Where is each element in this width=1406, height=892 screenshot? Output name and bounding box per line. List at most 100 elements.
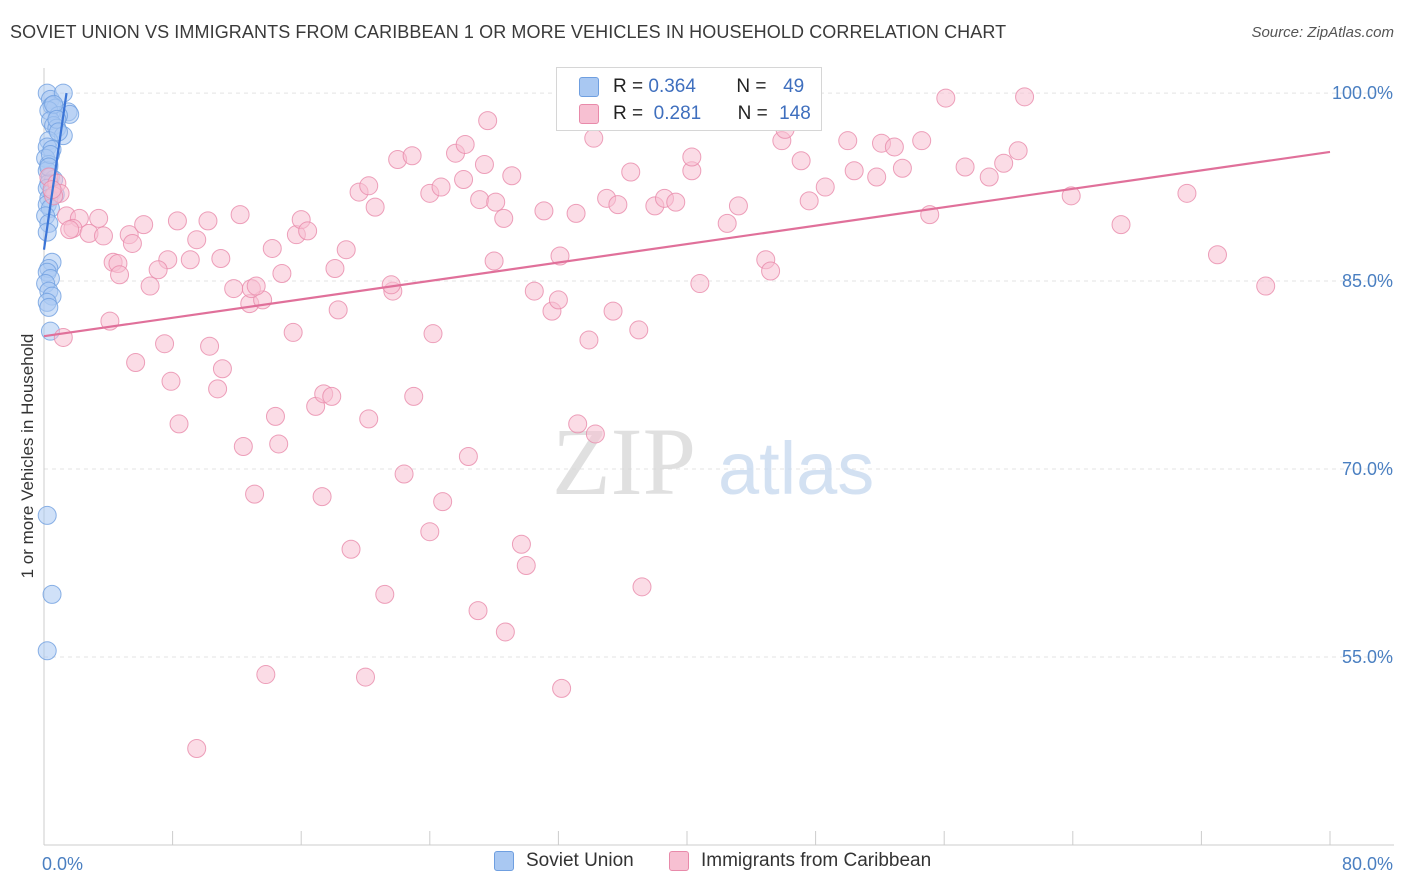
point-immigrants-from-caribbean (552, 678, 572, 698)
legend-swatch-immigrants-from-caribbean (669, 851, 689, 871)
point-immigrants-from-caribbean (799, 191, 819, 211)
point-immigrants-from-caribbean (187, 230, 207, 250)
point-immigrants-from-caribbean (110, 265, 130, 285)
point-immigrants-from-caribbean (568, 414, 588, 434)
x-tick-label: 80.0% (1342, 854, 1393, 874)
point-immigrants-from-caribbean (423, 324, 443, 344)
stats-n-value: 148 (779, 103, 811, 124)
point-immigrants-from-caribbean (608, 195, 628, 215)
point-immigrants-from-caribbean (325, 259, 345, 279)
point-immigrants-from-caribbean (394, 464, 414, 484)
point-immigrants-from-caribbean (632, 577, 652, 597)
point-immigrants-from-caribbean (892, 158, 912, 178)
point-immigrants-from-caribbean (761, 261, 781, 281)
stats-n-label: N = (737, 103, 768, 124)
x-tick-labels: 0.0% 80.0% (42, 854, 1393, 874)
point-immigrants-from-caribbean (666, 192, 686, 212)
point-immigrants-from-caribbean (548, 290, 568, 310)
stats-swatch-caribbean (579, 104, 599, 124)
point-soviet-union (39, 297, 59, 317)
point-immigrants-from-caribbean (262, 238, 282, 258)
point-immigrants-from-caribbean (454, 170, 474, 190)
point-immigrants-from-caribbean (402, 146, 422, 166)
point-immigrants-from-caribbean (298, 221, 318, 241)
point-soviet-union (48, 122, 68, 142)
point-immigrants-from-caribbean (365, 197, 385, 217)
point-immigrants-from-caribbean (93, 226, 113, 246)
point-immigrants-from-caribbean (140, 276, 160, 296)
point-immigrants-from-caribbean (603, 301, 623, 321)
legend-label: Soviet Union (526, 850, 634, 871)
point-immigrants-from-caribbean (148, 260, 168, 280)
stats-n-label: N = (736, 76, 767, 97)
stats-r-value: 0.281 (653, 103, 702, 124)
point-immigrants-from-caribbean (579, 330, 599, 350)
point-immigrants-from-caribbean (180, 250, 200, 270)
point-immigrants-from-caribbean (1015, 87, 1035, 107)
point-immigrants-from-caribbean (884, 137, 904, 157)
point-immigrants-from-caribbean (955, 157, 975, 177)
point-immigrants-from-caribbean (328, 300, 348, 320)
point-immigrants-from-caribbean (161, 371, 181, 391)
point-immigrants-from-caribbean (1177, 183, 1197, 203)
watermark-atlas: atlas (718, 427, 874, 510)
grid-lines (44, 92, 1394, 658)
point-soviet-union (37, 505, 57, 525)
point-immigrants-from-caribbean (1207, 245, 1227, 265)
point-immigrants-from-caribbean (511, 534, 531, 554)
point-immigrants-from-caribbean (474, 154, 494, 174)
point-immigrants-from-caribbean (621, 162, 641, 182)
point-immigrants-from-caribbean (494, 208, 514, 228)
point-immigrants-from-caribbean (1256, 276, 1276, 296)
legend-swatch-soviet-union (494, 851, 514, 871)
point-immigrants-from-caribbean (791, 151, 811, 171)
point-immigrants-from-caribbean (265, 406, 285, 426)
point-immigrants-from-caribbean (468, 601, 488, 621)
point-immigrants-from-caribbean (246, 276, 266, 296)
point-immigrants-from-caribbean (550, 246, 570, 266)
point-immigrants-from-caribbean (690, 274, 710, 294)
point-immigrants-from-caribbean (566, 203, 586, 223)
point-immigrants-from-caribbean (1008, 141, 1028, 161)
point-immigrants-from-caribbean (211, 248, 231, 268)
point-immigrants-from-caribbean (470, 190, 490, 210)
legend: Soviet Union Immigrants from Caribbean (0, 850, 1406, 880)
point-immigrants-from-caribbean (838, 131, 858, 151)
point-immigrants-from-caribbean (356, 667, 375, 687)
point-soviet-union (42, 584, 62, 604)
stats-row-caribbean: R = 0.281 N = 148 (579, 102, 811, 126)
chart-title: SOVIET UNION VS IMMIGRANTS FROM CARIBBEA… (10, 22, 1007, 42)
trend-line-immigrants-from-caribbean (43, 150, 1331, 338)
point-immigrants-from-caribbean (122, 233, 142, 253)
y-tick-label: 55.0% (1342, 647, 1393, 667)
legend-item-soviet-union: Soviet Union (494, 850, 634, 872)
point-immigrants-from-caribbean (994, 153, 1014, 173)
point-immigrants-from-caribbean (200, 336, 220, 356)
point-immigrants-from-caribbean (167, 211, 187, 231)
stats-n-value: 49 (783, 76, 805, 97)
point-immigrants-from-caribbean (1111, 215, 1131, 235)
point-immigrants-from-caribbean (728, 196, 748, 216)
point-immigrants-from-caribbean (272, 264, 292, 284)
point-immigrants-from-caribbean (478, 111, 498, 131)
point-soviet-union (37, 641, 57, 661)
point-immigrants-from-caribbean (717, 213, 737, 233)
point-immigrants-from-caribbean (844, 161, 864, 181)
point-immigrants-from-caribbean (359, 409, 379, 429)
point-immigrants-from-caribbean (375, 584, 395, 604)
point-immigrants-from-caribbean (420, 522, 440, 542)
point-immigrants-from-caribbean (502, 166, 522, 186)
data-points (36, 83, 1276, 759)
point-immigrants-from-caribbean (53, 327, 73, 347)
point-immigrants-from-caribbean (433, 492, 453, 512)
point-immigrants-from-caribbean (912, 131, 932, 151)
source-label: Source: ZipAtlas.com (1251, 24, 1394, 41)
point-immigrants-from-caribbean (208, 379, 228, 399)
point-immigrants-from-caribbean (484, 251, 504, 271)
legend-label: Immigrants from Caribbean (701, 850, 932, 871)
point-immigrants-from-caribbean (134, 215, 154, 235)
point-immigrants-from-caribbean (1061, 186, 1081, 206)
point-immigrants-from-caribbean (169, 414, 189, 434)
point-immigrants-from-caribbean (534, 201, 554, 221)
